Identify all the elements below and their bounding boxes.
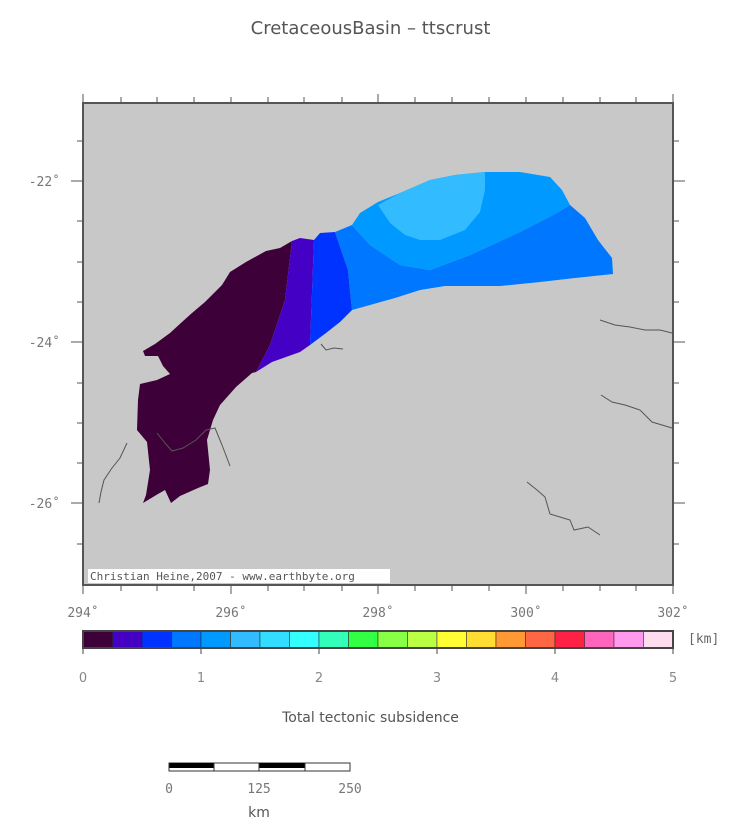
colorbar-label: Total tectonic subsidence: [282, 710, 459, 726]
colorbar-swatch: [436, 630, 467, 649]
coastline-3: [320, 343, 344, 351]
colorbar-swatch: [112, 630, 143, 649]
colorbar-swatch: [554, 630, 585, 649]
colorbar-tick-4: 4: [550, 671, 560, 686]
basin-region-indigo: [256, 238, 314, 372]
colorbar-swatch: [377, 630, 408, 649]
lon-label-294: 294˚: [67, 605, 98, 621]
scalebar: [168, 762, 351, 772]
credit-box: [88, 569, 390, 583]
colorbar-tick-5: 5: [668, 671, 678, 686]
scalebar-segment-3: [259, 763, 305, 768]
basin-region-midblue: [335, 205, 613, 310]
lon-label-302: 302˚: [657, 605, 688, 621]
coastline-2: [156, 427, 231, 467]
scalebar-tick-0: 0: [165, 782, 173, 797]
lon-label-300: 300˚: [510, 605, 541, 621]
lat-label-22: -22˚: [29, 174, 60, 190]
colorbar-units: [km]: [688, 632, 720, 647]
colorbar: [82, 630, 674, 654]
colorbar-swatch: [318, 630, 349, 649]
coastline-1: [98, 442, 128, 504]
colorbar-tick-1: 1: [196, 671, 206, 686]
colorbar-frame: [82, 630, 674, 649]
colorbar-swatch: [259, 630, 290, 649]
map-title: CretaceousBasin – ttscrust: [250, 18, 491, 39]
colorbar-swatch: [613, 630, 644, 649]
lat-label-24: -24˚: [29, 335, 60, 351]
credit-text: Christian Heine,2007 - www.earthbyte.org: [90, 570, 355, 583]
colorbar-swatch: [230, 630, 261, 649]
lat-label-26: -26˚: [29, 496, 60, 512]
colorbar-tick-2: 2: [314, 671, 324, 686]
colorbar-tick-0: 0: [78, 671, 88, 686]
basin-region-blue: [310, 232, 352, 345]
colorbar-swatch: [82, 630, 113, 649]
colorbar-swatch: [525, 630, 556, 649]
colorbar-swatch: [584, 630, 615, 649]
colorbar-swatch: [141, 630, 172, 649]
basin-region-dark: [137, 241, 292, 503]
basin-region-paleblue: [378, 172, 485, 240]
colorbar-swatch: [466, 630, 497, 649]
colorbar-tick-3: 3: [432, 671, 442, 686]
colorbar-swatch: [407, 630, 438, 649]
scalebar-unit: km: [248, 805, 270, 821]
colorbar-swatch: [289, 630, 320, 649]
colorbar-swatch: [200, 630, 231, 649]
lon-label-298: 298˚: [362, 605, 393, 621]
scalebar-tick-250: 250: [338, 782, 362, 797]
colorbar-swatch: [643, 630, 674, 649]
colorbar-swatch: [348, 630, 379, 649]
lon-label-296: 296˚: [215, 605, 246, 621]
coastline-4: [599, 319, 673, 334]
colorbar-swatch: [495, 630, 526, 649]
colorbar-swatch: [171, 630, 202, 649]
scalebar-segment-1: [169, 763, 214, 768]
scalebar-tick-125: 125: [247, 782, 271, 797]
coastline-5: [600, 394, 673, 429]
coastline-6: [526, 481, 601, 536]
